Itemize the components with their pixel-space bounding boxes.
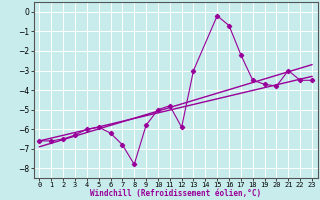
X-axis label: Windchill (Refroidissement éolien,°C): Windchill (Refroidissement éolien,°C) <box>90 189 261 198</box>
